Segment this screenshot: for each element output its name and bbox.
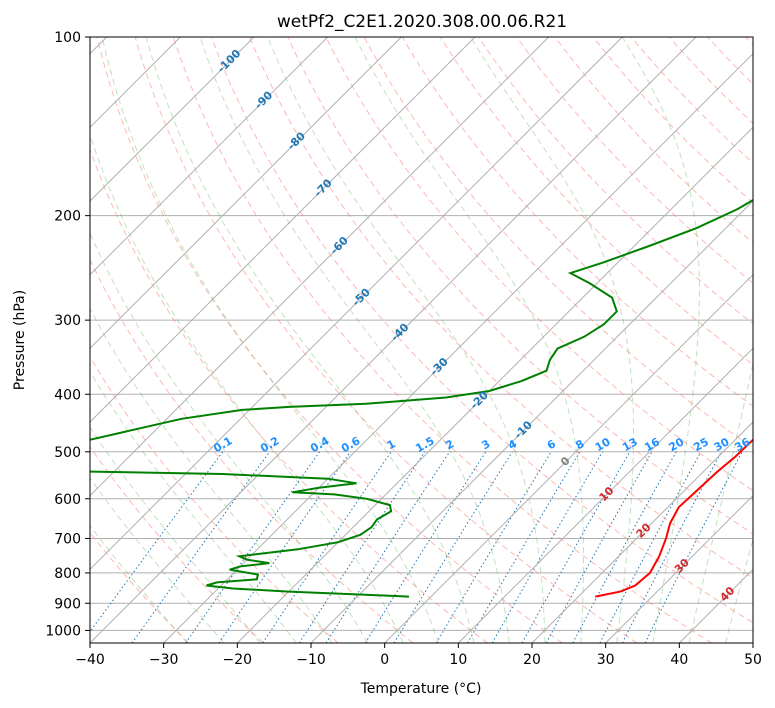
y-tick-label: 400: [54, 387, 81, 403]
dry-adiabat: [90, 258, 414, 643]
mixing-ratio-line: [545, 451, 653, 643]
moist-adiabat: [199, 37, 510, 643]
dry-adiabat: [211, 37, 753, 624]
x-tick-label: 50: [744, 652, 762, 668]
mixing-ratio-line: [364, 451, 487, 643]
isotherm-line: [310, 200, 753, 643]
dry-adiabat: [287, 37, 753, 535]
mixing-ratio-line: [298, 451, 426, 643]
mixing-ratio-line: [218, 451, 351, 643]
mixing-ratio-line: [435, 451, 552, 643]
isotherm-line: [163, 52, 753, 643]
y-tick-label: 1000: [45, 623, 81, 639]
moist-adiabat: [90, 307, 333, 643]
moist-adiabat: [90, 133, 404, 643]
moist-adiabat: [354, 37, 584, 643]
axes: −40 −30 −20 −10 0 10 20 30 40 50 100 200 300 400 500 60…: [45, 30, 762, 668]
axes-frame: [89, 36, 754, 644]
dry-adiabat: [90, 355, 339, 643]
y-tick-label: 500: [54, 445, 81, 461]
moist-adiabat: [621, 37, 700, 643]
isotherm-line: [384, 273, 753, 643]
dry-adiabat: [90, 445, 264, 643]
isotherm-line: [531, 421, 753, 643]
isotherm-line: [90, 37, 697, 643]
x-tick-label: −40: [75, 652, 105, 668]
isotherm-line: [90, 37, 550, 497]
moist-adiabat: [90, 524, 188, 643]
dry-adiabat: [249, 37, 753, 579]
isotherm-line: [90, 37, 402, 350]
x-tick-label: −20: [223, 652, 253, 668]
moist-adiabats: [90, 37, 753, 643]
moist-adiabat: [90, 370, 297, 643]
dry-adiabats: [90, 37, 753, 643]
mixing-ratio-line: [262, 451, 392, 643]
y-tick-label: 100: [54, 30, 81, 46]
dry-adiabat: [325, 37, 753, 492]
y-tick-label: 800: [54, 566, 81, 582]
moist-adiabat: [725, 538, 753, 643]
mixing-ratio-line: [185, 451, 321, 643]
mixing-ratio-line: [131, 451, 271, 643]
moist-adiabat: [267, 37, 546, 643]
x-tick-label: 40: [670, 652, 688, 668]
mixing-ratio-line: [325, 451, 451, 643]
grid-lines: [90, 37, 753, 631]
y-axis-label: Pressure (hPa): [12, 290, 28, 390]
x-tick-label: −30: [149, 652, 179, 668]
moist-adiabat: [101, 37, 439, 643]
y-tick-label: 200: [54, 209, 81, 225]
isotherm-line: [90, 37, 329, 276]
isotherm-line: [90, 37, 623, 571]
dry-adiabat: [134, 37, 638, 643]
x-tick-label: −10: [296, 652, 326, 668]
isotherm-line: [90, 37, 255, 202]
moist-adiabat: [90, 477, 225, 643]
moist-adiabat: [90, 426, 261, 643]
skewed-isotherms: [90, 37, 753, 643]
profile-series: [90, 198, 753, 598]
moist-adiabat: [90, 231, 369, 643]
mixing-ratio-line: [90, 451, 224, 633]
chart-title: wetPf2_C2E1.2020.308.00.06.R21: [277, 12, 567, 32]
x-tick-label: 10: [449, 652, 467, 668]
dry-adiabat: [172, 37, 712, 643]
y-tick-label: 900: [54, 596, 81, 612]
x-axis-label: Temperature (°C): [360, 681, 482, 697]
temperature-profile: [595, 438, 753, 598]
y-tick-label: 600: [54, 492, 81, 508]
dry-adiabat: [516, 37, 753, 284]
dewpoint-profile: [90, 198, 753, 598]
y-tick-label: 700: [54, 532, 81, 548]
dry-adiabat: [96, 37, 563, 643]
x-tick-label: 0: [380, 652, 389, 668]
moist-adiabat: [145, 37, 475, 643]
isotherm-line: [457, 347, 753, 643]
isotherm-line: [90, 37, 476, 423]
x-tick-label: 30: [597, 652, 615, 668]
mixing-ratio-line: [599, 451, 702, 643]
mixing-ratio-lines: [90, 451, 743, 643]
moist-adiabat: [470, 37, 634, 643]
moist-adiabat: [688, 361, 753, 643]
mixing-ratio-line: [572, 451, 677, 643]
x-tick-label: 20: [523, 652, 541, 668]
mixing-ratio-line: [521, 451, 631, 643]
mixing-ratio-line: [644, 451, 743, 643]
isotherm-line: [605, 494, 753, 643]
y-tick-label: 300: [54, 313, 81, 329]
